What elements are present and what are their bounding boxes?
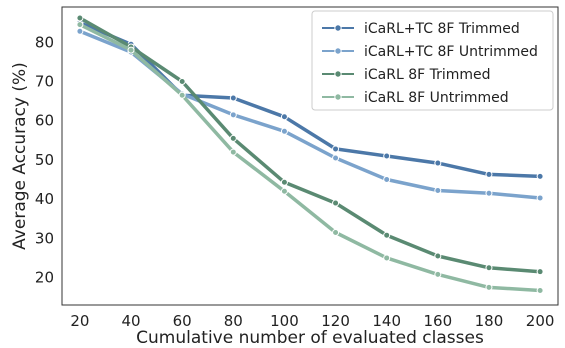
data-point xyxy=(229,94,237,102)
y-tick-label: 70 xyxy=(35,73,54,91)
data-point xyxy=(485,264,493,272)
data-point xyxy=(280,187,288,195)
data-point xyxy=(229,111,237,119)
legend-label: iCaRL 8F Untrimmed xyxy=(364,90,509,106)
legend-label: iCaRL+TC 8F Untrimmed xyxy=(364,44,538,60)
series-line xyxy=(78,16,542,274)
legend-swatch-marker xyxy=(334,24,342,32)
x-tick-labels: 20 40 60 80 100 120 140 160 180 200 xyxy=(70,312,554,330)
y-tick-labels: 20 30 40 50 60 70 80 xyxy=(35,33,54,286)
series-layer xyxy=(76,14,544,294)
data-point xyxy=(229,148,237,156)
data-point xyxy=(536,172,544,180)
x-axis-label: Cumulative number of evaluated classes xyxy=(136,328,484,348)
y-tick-label: 20 xyxy=(35,269,54,287)
y-tick-label: 50 xyxy=(35,151,54,169)
x-tick-label: 200 xyxy=(526,312,555,330)
x-tick-label: 100 xyxy=(270,312,299,330)
data-point xyxy=(536,286,544,294)
y-tick-label: 80 xyxy=(35,33,54,51)
legend-label: iCaRL+TC 8F Trimmed xyxy=(364,21,520,37)
legend-swatch-marker xyxy=(334,70,342,78)
x-tick-label: 180 xyxy=(475,312,504,330)
data-point xyxy=(383,254,391,262)
series-line xyxy=(78,22,542,293)
x-tick-label: 40 xyxy=(121,312,140,330)
data-point xyxy=(434,187,442,195)
data-point xyxy=(332,199,340,207)
data-point xyxy=(178,78,186,85)
data-point xyxy=(383,176,391,184)
legend-swatch-marker xyxy=(334,93,342,101)
data-point xyxy=(76,27,84,35)
x-tick-label: 60 xyxy=(173,312,192,330)
data-point xyxy=(536,268,544,276)
data-point xyxy=(536,194,544,202)
data-point xyxy=(434,159,442,167)
legend-swatch-marker xyxy=(334,47,342,55)
data-point xyxy=(383,231,391,239)
y-tick-label: 60 xyxy=(35,112,54,130)
data-point xyxy=(178,91,186,99)
data-point xyxy=(383,152,391,160)
legend-box xyxy=(311,10,554,111)
series-line xyxy=(78,20,542,179)
data-point xyxy=(332,154,340,162)
x-tick-label: 140 xyxy=(372,312,401,330)
legend-label: iCaRL 8F Trimmed xyxy=(364,67,491,83)
x-tick-label: 160 xyxy=(424,312,453,330)
data-point xyxy=(76,21,84,29)
data-point xyxy=(434,270,442,278)
data-point xyxy=(280,178,288,186)
data-point xyxy=(485,283,493,291)
legend: iCaRL+TC 8F Trimmed iCaRL+TC 8F Untrimmed… xyxy=(311,10,554,111)
data-point xyxy=(127,46,135,54)
data-point xyxy=(76,14,84,22)
data-point xyxy=(332,228,340,236)
x-tick-label: 120 xyxy=(321,312,350,330)
y-tick-label: 40 xyxy=(35,190,54,208)
data-point xyxy=(280,113,288,121)
data-point xyxy=(485,189,493,197)
y-axis-label: Average Accuracy (%) xyxy=(10,62,30,250)
data-point xyxy=(485,170,493,178)
data-point xyxy=(332,145,340,153)
x-tick-label: 20 xyxy=(70,312,89,330)
y-tick-label: 30 xyxy=(35,229,54,247)
x-tick-label: 80 xyxy=(224,312,243,330)
data-point xyxy=(434,252,442,260)
data-point xyxy=(280,127,288,135)
data-point xyxy=(229,134,237,142)
